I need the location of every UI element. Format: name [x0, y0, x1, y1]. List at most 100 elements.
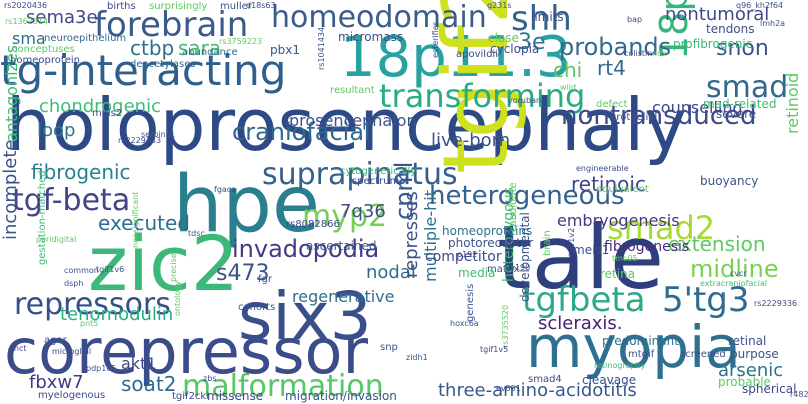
word: neuroepithelium — [44, 33, 127, 44]
word: equivalent — [596, 184, 649, 195]
word: sma — [12, 29, 46, 48]
word: suprapinatus — [262, 157, 458, 192]
word: 7q36 — [340, 201, 386, 222]
word: s473 — [216, 261, 270, 286]
word: multiple-hit — [421, 190, 440, 282]
word: yoruban — [508, 96, 542, 105]
word: cytogenetically — [340, 166, 417, 177]
word: probands — [559, 33, 672, 61]
word: cyclopia — [490, 42, 540, 56]
word: rs3735520 — [501, 304, 510, 348]
word: wild — [560, 83, 577, 92]
word: prosencephalon — [289, 111, 417, 130]
word: heterogeneous — [429, 181, 625, 211]
word: deacetylases — [130, 59, 196, 70]
word: retinal — [728, 334, 767, 348]
word: spherical — [742, 382, 797, 396]
word: gestation-matched — [37, 170, 48, 265]
word: forebrain — [94, 5, 249, 45]
word: retinography — [594, 361, 646, 370]
word: muller — [220, 1, 252, 12]
word: bap — [627, 15, 643, 24]
word: sara — [178, 36, 222, 60]
word: tale — [497, 206, 665, 309]
word: serpinc1 — [141, 130, 176, 139]
word: fgr — [258, 274, 272, 285]
word: zic2 — [88, 219, 240, 308]
word: nontransduced — [561, 101, 757, 131]
word: rs2229333 — [118, 136, 162, 145]
word: nontumoral — [665, 4, 770, 25]
word: tdsc — [188, 229, 205, 238]
word: tg-interacting — [0, 46, 287, 95]
word: counselling — [652, 98, 743, 117]
word: snon — [716, 36, 769, 61]
word: tgif1v2 — [567, 227, 576, 256]
word: extension — [668, 232, 766, 256]
word: competitor — [425, 249, 502, 265]
word: limits — [531, 10, 564, 24]
word: engineerable — [576, 164, 629, 173]
word: agar — [44, 335, 67, 346]
word: colistin — [624, 49, 653, 58]
word: dsph — [64, 279, 84, 288]
word: spectrum — [352, 176, 400, 187]
word: smad — [706, 70, 789, 105]
word: surprisingly — [149, 1, 208, 12]
word: nodal — [366, 262, 416, 283]
word: ontology — [173, 281, 182, 316]
word: myp2 — [302, 199, 388, 234]
word: severe — [716, 107, 757, 121]
word: migration/invasion — [285, 389, 397, 403]
word: cohorts — [238, 302, 276, 313]
word: brain — [542, 230, 553, 256]
word: rt4 — [597, 56, 626, 80]
word: retinoic — [571, 172, 646, 196]
word: nonsignificant — [131, 191, 140, 248]
word: corepressor — [4, 315, 368, 388]
word: photoreceptor — [448, 236, 534, 250]
word: purpose — [730, 347, 779, 361]
word: fibrogenic — [31, 160, 131, 184]
word: chondrogenic — [39, 96, 161, 117]
word: buoyancy — [700, 174, 759, 188]
word: defect — [596, 99, 628, 110]
word: close — [488, 31, 519, 45]
word: ahct — [9, 344, 27, 353]
word: tenomodulin — [60, 304, 174, 325]
word: zbs — [203, 374, 217, 383]
word: births — [107, 1, 136, 12]
word: apovildii — [456, 49, 498, 60]
word: micromass — [338, 30, 404, 44]
word: six3 — [238, 278, 372, 355]
word: p192 — [457, 250, 478, 259]
word: invadopodia — [232, 235, 380, 263]
word: developmental — [518, 212, 532, 302]
word: predominant — [602, 334, 679, 348]
word: loop — [37, 120, 76, 141]
word: urothelial — [610, 112, 658, 123]
word: transforming — [379, 77, 586, 115]
word: ev551 — [496, 384, 521, 393]
word: profibrogenic — [673, 37, 753, 51]
word: pbx1 — [270, 43, 300, 57]
word: myopia — [526, 313, 741, 381]
word: d18s63 — [246, 1, 276, 10]
word: g231s — [487, 1, 512, 10]
word: three-amino-acidotitis — [438, 380, 637, 401]
word: mad-related — [703, 97, 777, 111]
word: meis2 — [92, 108, 123, 119]
word: embryogenesis — [557, 211, 680, 230]
word: incomplete — [0, 139, 21, 241]
word: craniofacial — [232, 118, 371, 146]
word: peridigital — [36, 235, 77, 244]
word: arsenic — [718, 360, 784, 381]
word: 5'tg3 — [662, 280, 750, 320]
word: rs1362314 — [5, 17, 49, 26]
word: midline — [690, 255, 779, 283]
word: q96_kh2f64 — [736, 1, 784, 10]
word: tgf-beta — [12, 183, 131, 218]
word: rs1041434 — [317, 26, 326, 70]
word: cleavage — [582, 373, 637, 387]
